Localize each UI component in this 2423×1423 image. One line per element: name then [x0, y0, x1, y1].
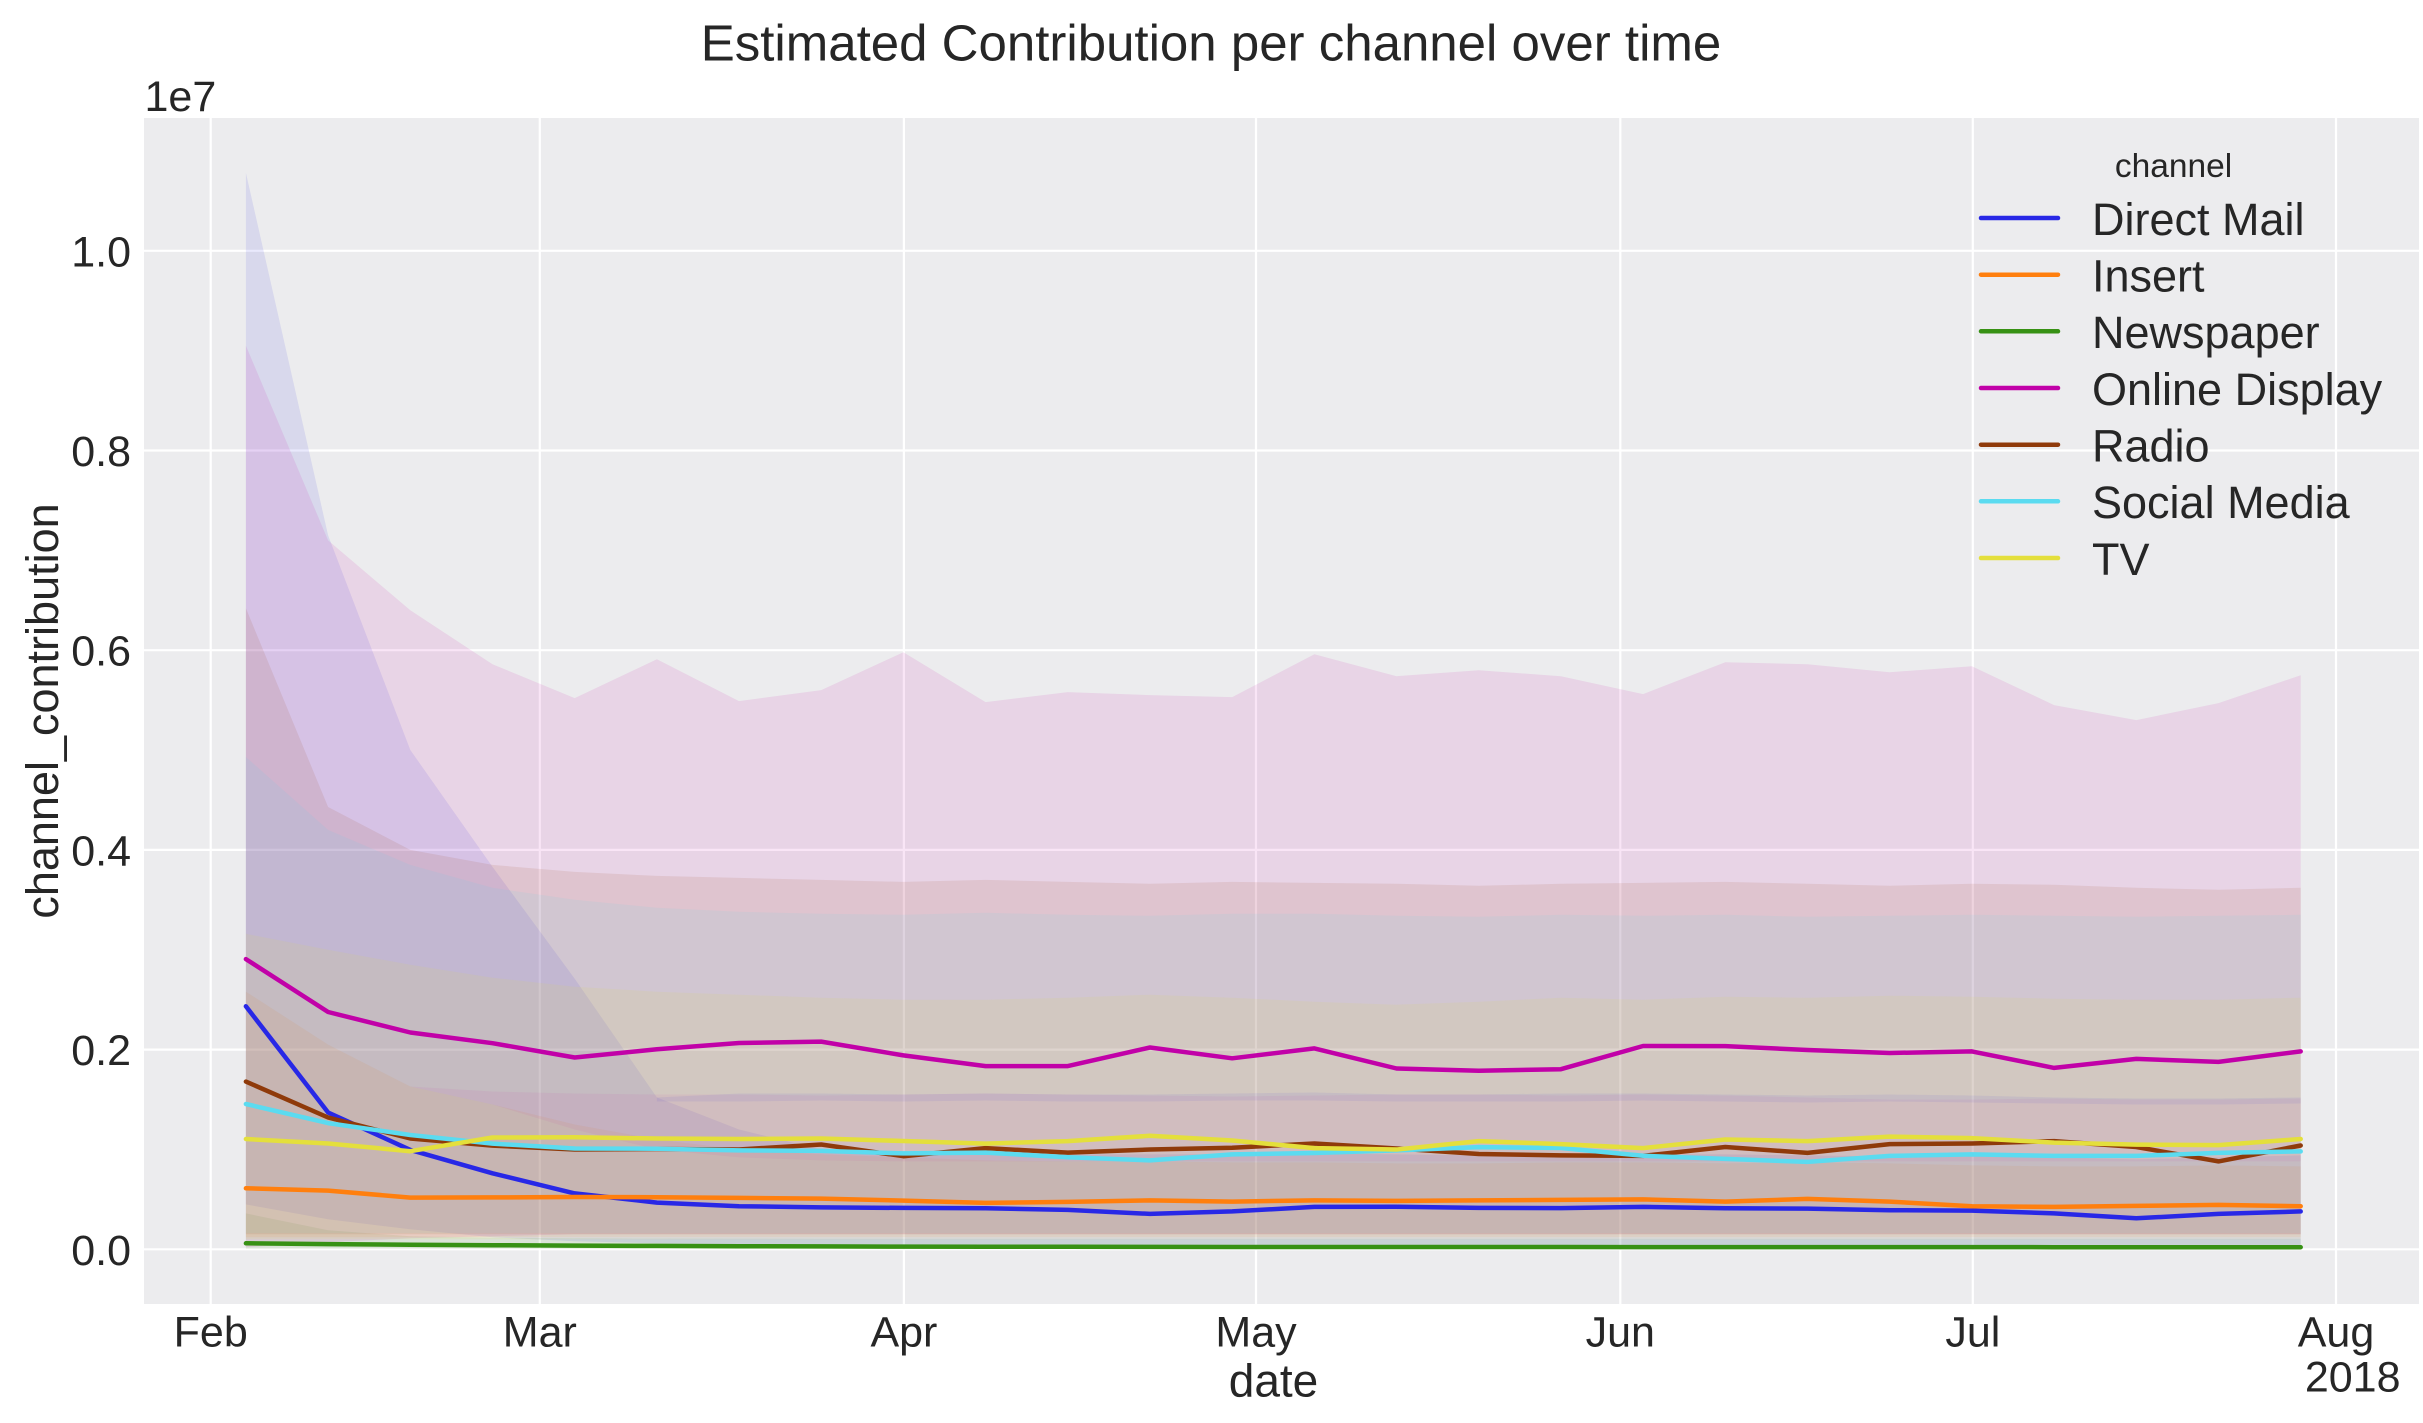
svg-text:Insert: Insert — [2092, 251, 2205, 302]
svg-text:Direct Mail: Direct Mail — [2092, 194, 2305, 245]
svg-text:Jul: Jul — [1945, 1309, 2000, 1357]
svg-text:TV: TV — [2092, 534, 2150, 585]
svg-text:Estimated Contribution per cha: Estimated Contribution per channel over … — [701, 14, 1722, 71]
svg-text:0.0: 0.0 — [71, 1227, 131, 1275]
svg-text:1.0: 1.0 — [71, 228, 131, 276]
svg-text:Jun: Jun — [1586, 1309, 1655, 1357]
svg-text:Radio: Radio — [2092, 421, 2210, 472]
svg-text:Online Display: Online Display — [2092, 364, 2383, 415]
svg-text:channel: channel — [2115, 148, 2232, 185]
svg-text:Feb: Feb — [174, 1309, 248, 1357]
svg-text:Newspaper: Newspaper — [2092, 307, 2320, 358]
svg-text:Mar: Mar — [503, 1309, 577, 1357]
svg-text:0.8: 0.8 — [71, 428, 131, 476]
svg-text:Apr: Apr — [870, 1309, 937, 1357]
svg-text:channel_contribution: channel_contribution — [17, 503, 68, 918]
svg-text:0.4: 0.4 — [71, 827, 131, 875]
svg-text:Social Media: Social Media — [2092, 477, 2351, 528]
svg-text:2018: 2018 — [2305, 1354, 2401, 1402]
svg-text:Aug: Aug — [2298, 1309, 2375, 1357]
svg-text:1e7: 1e7 — [145, 73, 217, 121]
svg-text:May: May — [1215, 1309, 1297, 1357]
svg-text:date: date — [1229, 1355, 1319, 1407]
svg-text:0.2: 0.2 — [71, 1027, 131, 1075]
svg-text:0.6: 0.6 — [71, 628, 131, 676]
